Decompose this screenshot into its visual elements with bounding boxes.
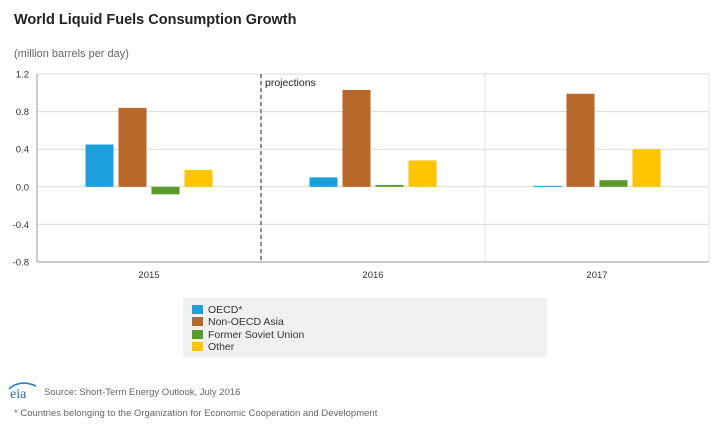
chart-title: World Liquid Fuels Consumption Growth [14,12,297,28]
bar-non-oecd-asia-2017 [566,93,595,187]
legend-swatch [192,305,203,314]
bar-non-oecd-asia-2015 [118,107,147,187]
footnote: * Countries belonging to the Organizatio… [14,408,378,419]
y-tick-label: -0.4 [13,220,29,231]
bars [85,89,661,195]
logo-text: eia [10,387,27,400]
bar-former-soviet-union-2015 [151,186,180,195]
legend-label: Other [208,341,235,353]
bar-other-2017 [632,149,661,187]
legend-swatch [192,342,203,351]
bar-oecd-2017 [533,185,562,187]
source-note: Source: Short-Term Energy Outlook, July … [44,387,241,398]
legend-item-other: Other [192,341,234,354]
legend-label: Former Soviet Union [208,329,305,341]
x-tick-label: 2016 [362,270,383,281]
legend-swatch [192,330,203,339]
y-tick-label: 0.4 [16,145,29,156]
legend-item-non-oecd-asia: Non-OECD Asia [192,316,284,329]
legend-item-oecd: OECD* [192,304,242,317]
x-tick-label: 2015 [138,270,159,281]
legend: OECD* Non-OECD Asia Former Soviet Union … [183,298,547,357]
bar-former-soviet-union-2016 [375,184,404,187]
x-tick-label: 2017 [586,270,607,281]
y-tick-label: 1.2 [16,70,29,81]
axes: -0.8 -0.4 0.0 0.4 0.8 1.2 2015 2016 2017 projecti… [13,70,709,281]
bar-other-2015 [184,169,213,187]
bar-oecd-2016 [309,177,338,187]
y-tick-label: 0.0 [16,182,29,193]
bar-oecd-2015 [85,144,114,187]
bar-former-soviet-union-2017 [599,180,628,187]
legend-swatch [192,317,203,326]
eia-logo: eia [8,382,37,400]
projections-label: projections [265,77,316,89]
chart-area: -0.8 -0.4 0.0 0.4 0.8 1.2 2015 2016 2017 projecti… [13,70,710,281]
legend-item-former-soviet-union: Former Soviet Union [192,329,304,342]
y-tick-label: 0.8 [16,107,29,118]
y-axis-unit-label: (million barrels per day) [14,48,129,60]
legend-label: OECD* [208,304,243,316]
bar-non-oecd-asia-2016 [342,89,371,187]
bar-other-2016 [408,160,437,187]
y-tick-label: -0.8 [13,258,29,269]
legend-label: Non-OECD Asia [208,316,284,328]
